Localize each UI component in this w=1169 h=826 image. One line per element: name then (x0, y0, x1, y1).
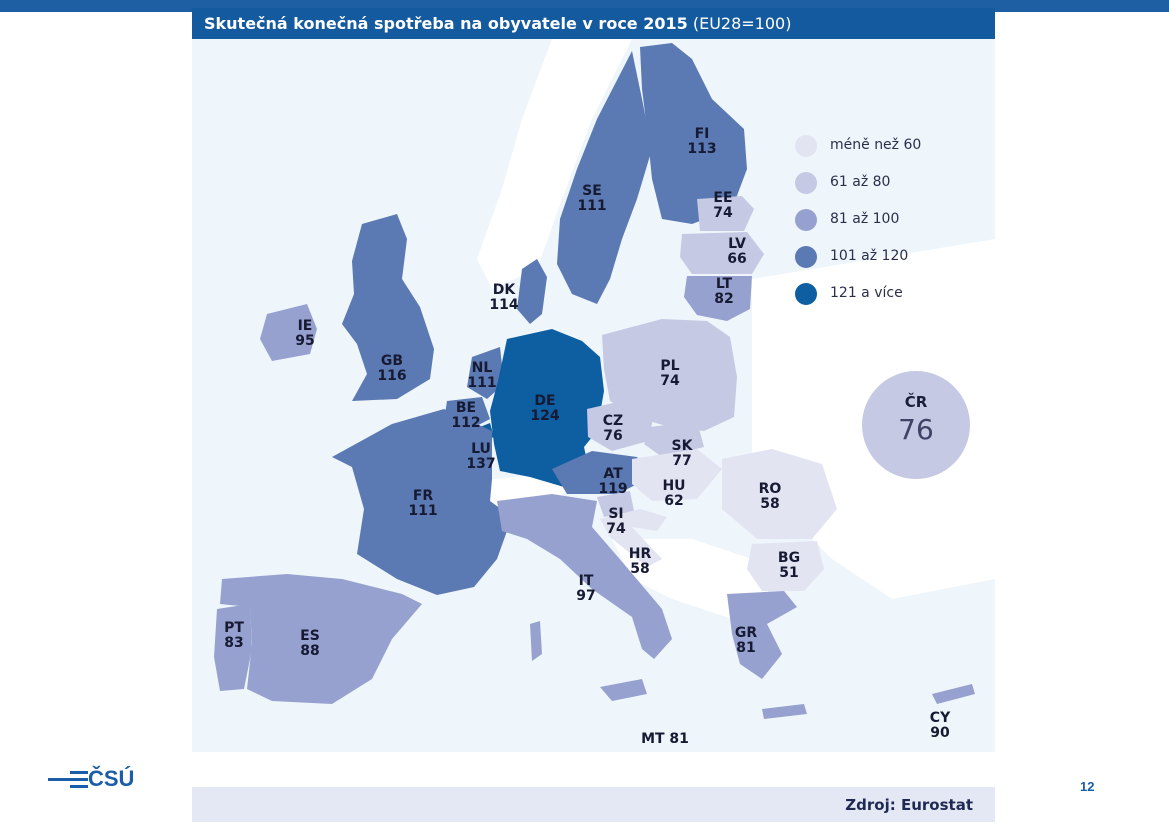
legend-label: 121 a více (830, 285, 903, 301)
legend-label: méně než 60 (830, 137, 922, 153)
country-label-CY: CY 90 (929, 710, 951, 741)
legend-swatch (795, 135, 817, 157)
country-label-DE: DE 124 (530, 393, 560, 424)
country-shape-DK (517, 259, 547, 324)
europe-map-shapes (214, 39, 995, 719)
country-label-SK: SK 77 (671, 438, 693, 469)
country-shape-BG (747, 541, 824, 591)
country-label-NL: NL 111 (467, 360, 497, 391)
country-shape-SI (597, 491, 634, 517)
country-label-IE: IE 95 (295, 318, 315, 349)
country-label-RO: RO 58 (758, 481, 782, 512)
czech-highlight-code: ČR (904, 393, 928, 411)
page-number: 12 (1080, 779, 1095, 794)
country-label-ES: ES 88 (300, 628, 320, 659)
country-label-GB: GB 116 (377, 353, 407, 384)
country-shape-crete (762, 704, 807, 719)
country-label-SE: SE 111 (577, 183, 607, 214)
map-title-bar: Skutečná konečná spotřeba na obyvatele v… (192, 8, 995, 39)
czech-highlight-circle: ČR 76 (862, 371, 970, 479)
legend-label: 81 až 100 (830, 211, 900, 227)
country-shape-GB (342, 214, 434, 401)
country-shape-CY (932, 684, 975, 704)
country-label-HR: HR 58 (628, 546, 652, 577)
country-shape-FI (640, 43, 747, 224)
legend-label: 101 až 120 (830, 248, 909, 264)
country-label-PL: PL 74 (660, 358, 680, 389)
legend-swatch (795, 209, 817, 231)
country-shape-PL (602, 319, 737, 431)
country-shape-sardinia (530, 621, 542, 661)
country-shape-GR (727, 591, 797, 679)
logo-text: ČSÚ (88, 766, 135, 791)
country-label-LT: LT 82 (714, 276, 734, 307)
country-shape-DE (490, 329, 604, 487)
csu-logo: ČSÚ (48, 764, 148, 794)
country-shape-CZ (587, 401, 654, 451)
country-shape-LV (680, 232, 764, 274)
legend-label: 61 až 80 (830, 174, 891, 190)
map-title-unit: (EU28=100) (692, 14, 792, 33)
country-label-IT: IT 97 (576, 573, 596, 604)
country-shape-AT (552, 451, 652, 494)
country-shape-SK (644, 421, 704, 457)
country-label-FR: FR 111 (408, 488, 438, 519)
source-text: Zdroj: Eurostat (845, 796, 973, 814)
legend-swatch (795, 246, 817, 268)
country-label-EE: EE 74 (713, 190, 733, 221)
country-shape-HU (632, 449, 722, 501)
country-shape-SE (557, 51, 652, 304)
country-shape-PT (214, 604, 252, 691)
legend-swatch (795, 283, 817, 305)
map-title: Skutečná konečná spotřeba na obyvatele v… (204, 14, 688, 33)
country-shape-ES (220, 574, 422, 704)
logo-bars-icon (48, 764, 88, 794)
country-shape-IE (260, 304, 317, 361)
country-label-BE: BE 112 (451, 400, 481, 431)
country-shape-HR (600, 509, 667, 567)
country-shape-NL (467, 347, 504, 399)
country-shape-FR (332, 409, 512, 595)
country-label-LV: LV 66 (727, 236, 747, 267)
country-label-MT: MT 81 (641, 731, 689, 747)
country-label-GR: GR 81 (734, 625, 758, 656)
country-label-AT: AT 119 (598, 466, 628, 497)
country-shape-RO (722, 449, 837, 539)
country-label-HU: HU 62 (662, 478, 686, 509)
norway (477, 39, 632, 289)
czech-highlight-value: 76 (898, 413, 934, 446)
country-label-CZ: CZ 76 (602, 413, 624, 444)
country-shape-EE (697, 196, 754, 231)
legend-swatch (795, 172, 817, 194)
europe-map: FI 113 SE 111 EE 74 LV 66 LT 82 DK 114 IE 95 GB… (192, 39, 995, 752)
country-label-FI: FI 113 (687, 126, 717, 157)
country-shape-LT (684, 276, 752, 321)
country-shape-IT (497, 494, 672, 659)
country-label-BG: BG 51 (777, 550, 801, 581)
country-label-DK: DK 114 (489, 282, 519, 313)
country-label-PT: PT 83 (224, 620, 244, 651)
country-label-SI: SI 74 (606, 506, 626, 537)
country-shape-sicily (600, 679, 647, 701)
source-bar: Zdroj: Eurostat (192, 787, 995, 822)
country-label-LU: LU 137 (466, 441, 496, 472)
